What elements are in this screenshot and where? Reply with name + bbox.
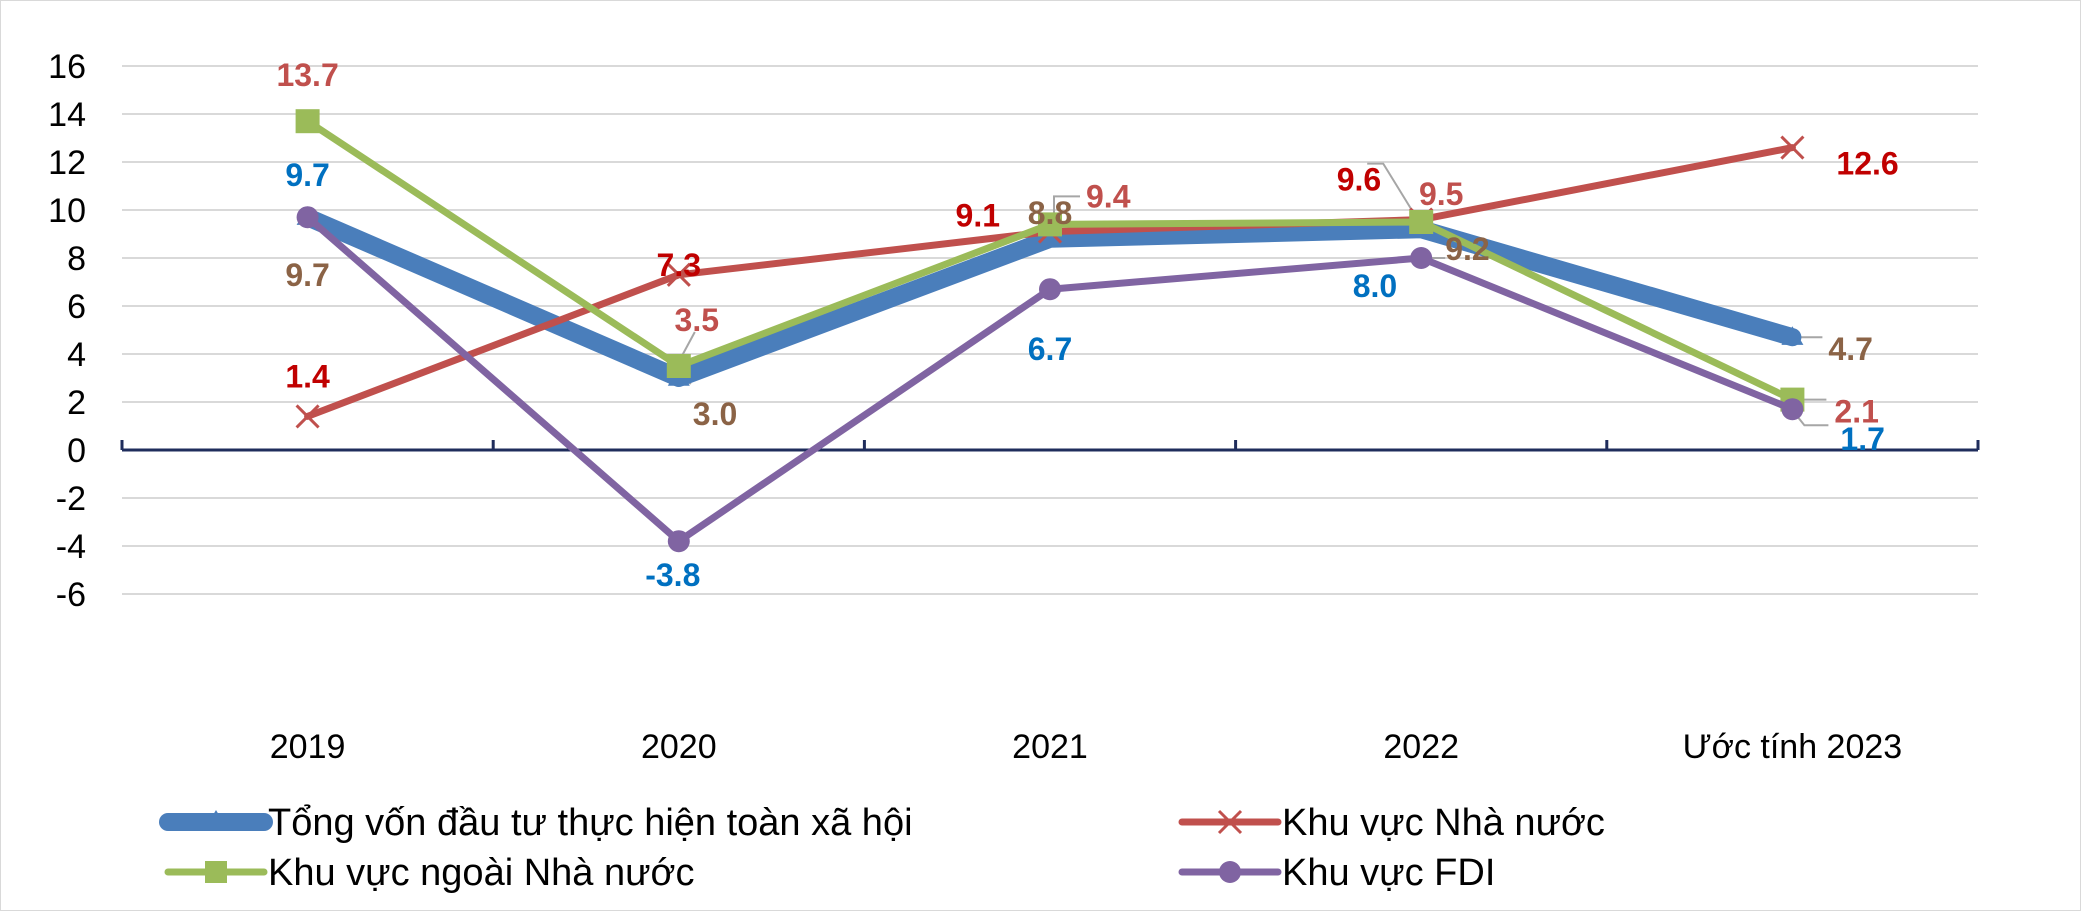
- data-label: 9.1: [956, 198, 1000, 234]
- data-label: 7.3: [657, 247, 701, 283]
- y-tick-label: 10: [48, 192, 86, 230]
- leader-line: [1367, 162, 1417, 217]
- data-label: -3.8: [645, 557, 700, 593]
- series-lines: [295, 109, 1805, 553]
- data-label: 9.7: [285, 157, 329, 193]
- marker-stroke: [295, 404, 320, 429]
- data-label: 6.7: [1028, 331, 1072, 367]
- data-point-marker: [666, 354, 691, 378]
- y-axis-tick-labels: -6 -4 -2 0 2 4 6 8 10 12 14 16: [48, 48, 86, 614]
- y-tick-label: -6: [56, 576, 86, 614]
- data-point-marker: [1039, 278, 1061, 301]
- y-tick-label: 12: [48, 144, 86, 182]
- data-point-marker: [1039, 227, 1061, 247]
- data-label: 9.5: [1419, 176, 1463, 212]
- series-4: [296, 206, 1804, 553]
- legend-label: Khu vực ngoài Nhà nước: [268, 852, 694, 894]
- data-point-marker: [295, 404, 320, 429]
- data-point-marker: [1219, 861, 1241, 883]
- gridlines: [122, 65, 1978, 595]
- y-tick-label: 0: [67, 432, 86, 470]
- legend-label: Khu vực Nhà nước: [1282, 802, 1605, 844]
- data-label: 8.8: [1028, 195, 1072, 231]
- data-point-marker: [205, 861, 227, 883]
- y-tick-label: -4: [56, 528, 86, 566]
- data-label: 9.4: [1086, 178, 1131, 214]
- leader-line: [1795, 414, 1829, 427]
- data-point-marker: [1780, 135, 1805, 160]
- legend-item: Khu vực ngoài Nhà nước: [164, 852, 694, 894]
- data-label: 12.6: [1836, 146, 1898, 182]
- data-point-marker: [1217, 809, 1243, 835]
- x-category-label: 2021: [1012, 728, 1088, 766]
- legend-item: Khu vực FDI: [1178, 852, 1495, 894]
- x-category-label: 2022: [1383, 728, 1459, 766]
- data-labels: 9.7 3.0 8.8 9.2 4.7 1.4 7.3 9.1 9.6 12.6 13.7 3.5 9.…: [276, 57, 1898, 593]
- marker-stroke: [666, 262, 691, 287]
- y-tick-label: 16: [48, 48, 86, 86]
- data-label: 1.4: [285, 358, 330, 394]
- data-label: 1.7: [1840, 421, 1884, 457]
- legend: Tổng vốn đầu tư thực hiện toàn xã hội Khu…: [159, 802, 1605, 894]
- legend-label: Tổng vốn đầu tư thực hiện toàn xã hội: [268, 802, 913, 844]
- marker-stroke: [1217, 809, 1243, 835]
- data-label: 9.2: [1445, 231, 1489, 267]
- y-tick-label: 8: [67, 240, 86, 278]
- legend-label: Khu vực FDI: [1282, 852, 1495, 894]
- y-tick-label: 4: [67, 336, 86, 374]
- y-tick-label: 14: [48, 96, 86, 134]
- data-point-marker: [1781, 398, 1804, 421]
- legend-item: Khu vực Nhà nước: [1178, 802, 1605, 844]
- data-point-marker: [1409, 210, 1434, 234]
- data-point-marker: [204, 810, 228, 831]
- x-category-label: Ước tính 2023: [1683, 728, 1903, 766]
- data-point-marker: [667, 530, 690, 553]
- y-tick-label: 2: [67, 384, 86, 422]
- data-label: 9.6: [1337, 162, 1381, 198]
- data-point-marker: [1781, 326, 1804, 345]
- marker-stroke: [1780, 135, 1805, 160]
- data-label: 8.0: [1353, 268, 1397, 304]
- data-point-marker: [296, 206, 319, 229]
- x-category-label: 2020: [641, 728, 717, 766]
- data-point-marker: [1038, 212, 1062, 237]
- y-tick-label: -2: [56, 480, 86, 518]
- data-label: 13.7: [276, 57, 338, 93]
- x-axis-category-labels: 2019 2020 2021 2022 Ước tính 2023: [270, 728, 1902, 766]
- data-point-marker: [666, 262, 691, 287]
- x-axis: [120, 440, 1980, 452]
- leader-line: [1053, 195, 1080, 219]
- leader-line: [679, 331, 696, 359]
- legend-item: Tổng vốn đầu tư thực hiện toàn xã hội: [159, 802, 913, 844]
- data-label: 3.5: [675, 302, 719, 338]
- data-label: 4.7: [1828, 331, 1872, 367]
- y-tick-label: 6: [67, 288, 86, 326]
- data-label: 2.1: [1834, 394, 1878, 430]
- data-point-marker: [1410, 247, 1433, 269]
- data-label: 9.7: [285, 257, 329, 293]
- data-point-marker: [295, 109, 320, 134]
- x-category-label: 2019: [270, 728, 346, 766]
- data-label: 3.0: [693, 396, 737, 432]
